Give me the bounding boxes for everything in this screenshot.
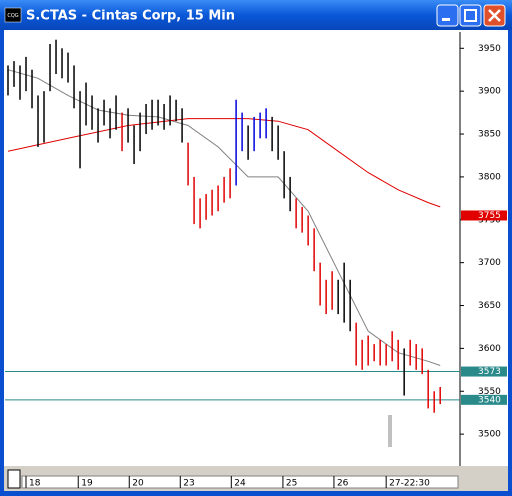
y-tick-label: 3950 bbox=[478, 44, 501, 54]
price-tag bbox=[461, 210, 507, 221]
moving-average bbox=[7, 118, 441, 208]
maximize-button[interactable] bbox=[459, 4, 482, 27]
session-marker bbox=[388, 415, 392, 447]
close-button[interactable] bbox=[483, 4, 506, 27]
y-tick-label: 3700 bbox=[478, 258, 501, 268]
level-label: 3573 bbox=[478, 367, 501, 377]
x-tick-label: 24 bbox=[234, 479, 246, 489]
y-tick-label: 3500 bbox=[478, 430, 501, 440]
y-tick-label: 3550 bbox=[478, 387, 501, 397]
window-title: S.CTAS - Cintas Corp, 15 Min bbox=[26, 9, 235, 24]
price-tag-label: 3755 bbox=[478, 211, 501, 221]
x-tick-label: 26 bbox=[337, 479, 349, 489]
app-icon bbox=[4, 7, 22, 23]
minimize-button[interactable] bbox=[436, 4, 459, 27]
level-label: 3540 bbox=[478, 395, 501, 405]
y-tick-label: 3850 bbox=[478, 130, 501, 140]
y-tick-label: 3900 bbox=[478, 87, 501, 97]
app-icon-text: CQG bbox=[7, 13, 18, 19]
x-tick-label: 23 bbox=[183, 479, 194, 489]
x-tick-label: 25 bbox=[286, 479, 297, 489]
y-tick-label: 3650 bbox=[478, 301, 501, 311]
date-bar bbox=[21, 475, 459, 489]
scroll-box[interactable] bbox=[7, 469, 21, 489]
moving-average bbox=[7, 69, 441, 366]
plot: 3950390038503800375037003650360035503500… bbox=[5, 39, 507, 489]
x-tick-label: 18 bbox=[29, 479, 41, 489]
level-tag bbox=[461, 394, 507, 405]
x-tick-label: 20 bbox=[132, 479, 144, 489]
level-tag bbox=[461, 366, 507, 377]
x-tick-label: 27-22:30 bbox=[389, 479, 430, 489]
y-tick-label: 3600 bbox=[478, 344, 501, 354]
y-tick-label: 3800 bbox=[478, 172, 501, 182]
title-bar bbox=[0, 0, 512, 30]
x-tick-label: 19 bbox=[81, 479, 93, 489]
chart-area bbox=[4, 30, 508, 491]
